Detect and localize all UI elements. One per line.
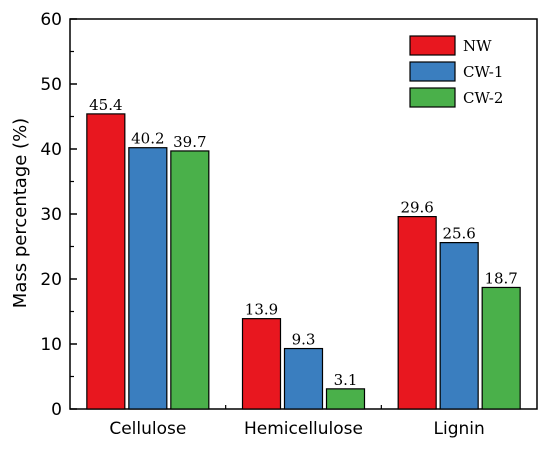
bar [241, 318, 282, 410]
bar [86, 113, 126, 410]
y-tick-label: 20 [40, 270, 62, 290]
y-tick-label: 10 [40, 335, 62, 355]
y-tick-label: 30 [40, 205, 62, 225]
bar [481, 286, 521, 410]
y-tick-label: 50 [40, 75, 62, 95]
y-tick-label: 0 [51, 400, 62, 420]
legend-swatch [409, 61, 456, 82]
y-axis-title: Mass percentage (%) [10, 118, 31, 308]
bars [86, 113, 521, 410]
axes: 0 10 20 30 40 50 60 Cellulose Hemicellulose Ligni… [40, 10, 538, 439]
data-label: 3.1 [334, 371, 358, 389]
x-tick-label: Lignin [434, 419, 485, 439]
data-label: 39.7 [173, 133, 206, 151]
y-tick-label: 40 [40, 140, 62, 160]
data-label: 18.7 [484, 269, 517, 287]
legend-label: CW-1 [463, 63, 503, 81]
data-labels: 45.4 40.2 39.7 13.9 9.3 3.1 29.6 25.6 18.7 [89, 96, 518, 389]
y-tick-label: 60 [40, 10, 62, 30]
legend-swatch [409, 87, 456, 108]
bar [128, 147, 168, 410]
bar [397, 216, 437, 410]
bar [439, 242, 479, 410]
legend-label: NW [463, 37, 492, 55]
bar [325, 388, 366, 410]
bar [170, 150, 210, 410]
data-label: 25.6 [442, 225, 475, 243]
data-label: 29.6 [400, 199, 433, 217]
data-label: 13.9 [245, 301, 278, 319]
data-label: 9.3 [292, 331, 316, 349]
x-tick-label: Cellulose [109, 419, 186, 439]
legend: NW CW-1 CW-2 [409, 35, 503, 108]
data-label: 45.4 [89, 96, 122, 114]
legend-label: CW-2 [463, 89, 503, 107]
bar [283, 347, 324, 410]
legend-swatch [409, 35, 456, 56]
x-tick-label: Hemicellulose [244, 419, 363, 439]
data-label: 40.2 [131, 130, 164, 148]
